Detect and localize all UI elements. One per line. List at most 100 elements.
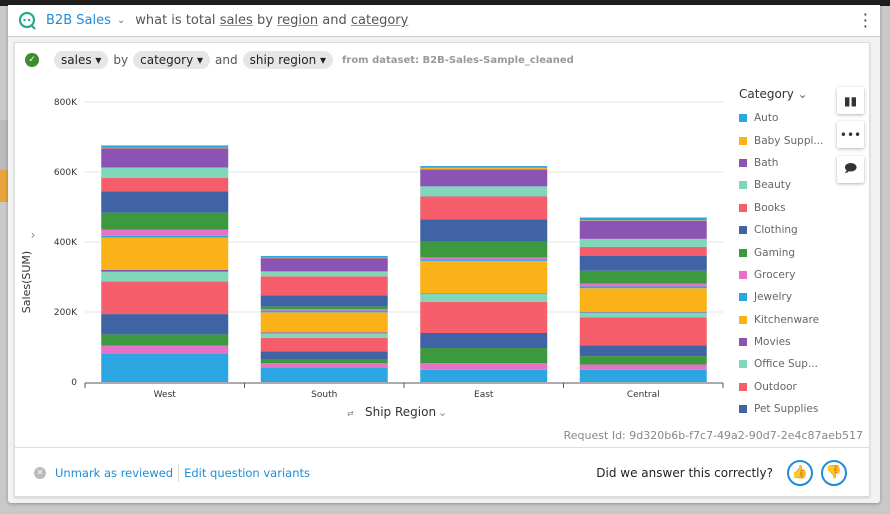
legend-swatch — [739, 114, 747, 123]
thumbs-down-button[interactable]: 👎 — [821, 459, 847, 486]
legend-item[interactable]: Clothing — [739, 219, 839, 241]
divider — [178, 463, 180, 482]
legend-swatch — [739, 338, 747, 347]
bar-segment — [101, 314, 229, 335]
bar-segment — [420, 363, 548, 370]
pill-label: category — [140, 53, 194, 67]
bar-segment — [101, 281, 229, 315]
thumbs-up-button[interactable]: 👍 — [787, 459, 813, 486]
bar-segment — [260, 310, 388, 313]
bar-segment — [420, 259, 548, 261]
bar-segment — [420, 333, 548, 349]
legend-swatch — [739, 181, 747, 190]
q-logo-icon — [18, 11, 36, 30]
bar-segment — [579, 286, 707, 289]
legend-item[interactable]: Books — [739, 197, 839, 219]
legend-swatch — [739, 136, 747, 145]
legend-label: Gaming — [754, 246, 796, 259]
legend-label: Books — [754, 201, 786, 214]
legend-item[interactable]: Kitchenware — [739, 309, 839, 331]
connector-text: and — [215, 53, 238, 67]
group-pill-region[interactable]: ship region ▾ — [242, 51, 334, 69]
background-app-accent — [0, 170, 8, 202]
bar-segment — [579, 270, 707, 284]
legend-label: Outdoor — [754, 380, 797, 393]
bar-segment — [420, 257, 548, 260]
bar-segment — [101, 271, 229, 282]
interpretation-bar: ✓ sales ▾ by category ▾ and ship region … — [25, 51, 574, 69]
bar-segment — [260, 256, 388, 258]
comment-check-icon: 🗩 — [843, 161, 858, 175]
chevron-down-icon[interactable]: ⌄ — [116, 15, 126, 26]
bar-segment — [101, 212, 229, 230]
request-id: Request Id: 9d320b6b-f7c7-49a2-90d7-2e4c… — [563, 429, 863, 442]
legend-item[interactable]: Pet Supplies — [739, 398, 839, 420]
legend-label: Clothing — [754, 224, 798, 237]
bar-segment — [260, 312, 388, 333]
bar-segment — [101, 334, 229, 346]
ellipsis-icon: ••• — [839, 127, 862, 142]
legend-item[interactable]: Grocery — [739, 264, 839, 286]
q-text: by — [252, 13, 278, 28]
bar-segment — [579, 238, 707, 247]
question-bar[interactable]: B2B Sales ⌄ what is total sales by regio… — [8, 5, 880, 37]
bar-segment — [579, 246, 707, 256]
x-tick-label: South — [311, 390, 337, 400]
bar-segment — [420, 293, 548, 302]
bar-segment — [260, 332, 388, 334]
q-term-category[interactable]: category — [350, 13, 409, 28]
legend-item[interactable]: Outdoor — [739, 376, 839, 398]
question-text[interactable]: what is total sales by region and catego… — [135, 13, 408, 28]
y-axis-title: Sales(SUM) — [20, 251, 33, 313]
bar-segment — [260, 359, 388, 364]
group-pill-category[interactable]: category ▾ — [133, 51, 211, 69]
unmark-reviewed-link[interactable]: Unmark as reviewed — [55, 465, 174, 480]
topic-selector[interactable]: B2B Sales — [46, 13, 111, 28]
more-options-icon[interactable]: · · · — [862, 5, 868, 36]
legend-item[interactable]: Office Sup... — [739, 353, 839, 375]
bar-segment — [101, 345, 229, 354]
bar-segment — [260, 337, 388, 352]
bar-segment — [260, 258, 388, 272]
legend-swatch — [739, 270, 747, 279]
feedback-button[interactable]: 🗩 — [837, 156, 864, 183]
more-actions-button[interactable]: ••• — [837, 121, 864, 148]
bar-chart-icon: ▮▮ — [843, 93, 858, 108]
legend-label: Pet Supplies — [754, 403, 819, 416]
bar-segment — [101, 147, 229, 149]
legend-label: Jewelry — [754, 291, 793, 304]
bar-segment — [101, 148, 229, 168]
legend-item[interactable]: Auto — [739, 107, 839, 129]
y-tick-label: 0 — [71, 378, 77, 388]
chevron-down-icon[interactable]: ⌄ — [797, 87, 808, 101]
legend-item[interactable]: Gaming — [739, 241, 839, 263]
legend-swatch — [739, 293, 747, 302]
pill-label: ship region — [249, 53, 317, 67]
bar-segment — [101, 145, 229, 148]
legend-swatch — [739, 203, 747, 212]
bar-segment — [579, 364, 707, 370]
legend-item[interactable]: Beauty — [739, 174, 839, 196]
x-tick-label: Central — [627, 390, 660, 400]
measure-pill[interactable]: sales ▾ — [54, 51, 109, 69]
legend-item[interactable]: Baby Suppl... — [739, 129, 839, 151]
bar-segment — [579, 312, 707, 318]
bar-segment — [101, 229, 229, 236]
bar-segment — [579, 369, 707, 382]
legend-item[interactable]: Bath — [739, 152, 839, 174]
chart-type-button[interactable]: ▮▮ — [837, 87, 864, 114]
stacked-bar-chart: 0 200K 400K 600K 800K West South East Central Sal… — [20, 98, 724, 419]
bar-segment — [579, 356, 707, 365]
q-term-region[interactable]: region — [277, 13, 319, 28]
legend-item[interactable]: Jewelry — [739, 286, 839, 308]
bar-segment — [260, 295, 388, 307]
legend-item[interactable]: Movies — [739, 331, 839, 353]
bar-segment — [420, 293, 548, 294]
legend-title[interactable]: Category ⌄ — [739, 87, 839, 101]
dataset-source: from dataset: B2B-Sales-Sample_cleaned — [342, 54, 574, 66]
q-term-sales[interactable]: sales — [219, 13, 253, 28]
edit-variants-link[interactable]: Edit question variants — [184, 465, 310, 480]
connector-text: by — [113, 53, 129, 67]
close-circle-icon[interactable]: ✕ — [34, 466, 46, 479]
x-axis-title: Ship Region — [365, 405, 436, 419]
